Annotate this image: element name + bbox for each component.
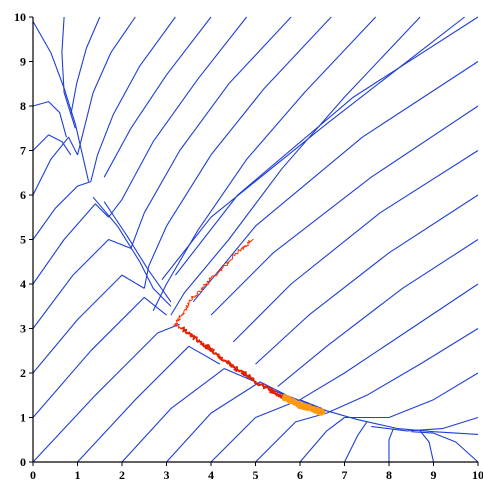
y-tick-label: 4 xyxy=(20,277,26,291)
stochastic-path-segment-19 xyxy=(245,374,257,385)
trajectory-line-9 xyxy=(32,136,78,196)
stochastic-path-segment-16 xyxy=(225,360,235,369)
stochastic-path-segment-11 xyxy=(190,334,201,343)
trajectory-line-43 xyxy=(103,201,172,303)
trajectory-line-44 xyxy=(268,388,479,435)
stochastic-path-segment-9 xyxy=(174,323,183,330)
trajectory-line-24 xyxy=(166,381,287,463)
x-tick-label: 1 xyxy=(75,468,81,482)
x-tick-label: 9 xyxy=(431,468,437,482)
stochastic-path-segment-12 xyxy=(199,340,210,348)
trajectory-line-5 xyxy=(90,16,176,182)
x-ticks: 0 1 2 3 4 5 6 7 8 9 10 xyxy=(30,462,483,482)
y-tick-label: 10 xyxy=(14,10,26,24)
y-tick-label: 7 xyxy=(20,144,26,158)
stochastic-path-segment-5 xyxy=(191,285,205,298)
trajectory-line-37 xyxy=(255,194,479,365)
trajectory-line-25 xyxy=(210,399,323,463)
trajectory-line-28 xyxy=(344,421,368,463)
trajectory-line-22 xyxy=(77,345,221,463)
trajectory-line-29 xyxy=(388,428,394,462)
stochastic-path-segment-6 xyxy=(185,296,194,309)
trajectory-line-38 xyxy=(232,150,479,343)
stochastic-path-segment-14 xyxy=(211,348,221,359)
stochastic-path-segment-3 xyxy=(214,261,230,277)
trajectory-line-26 xyxy=(255,412,327,463)
trajectory-line-42 xyxy=(161,16,465,280)
stochastic-path-segment-7 xyxy=(178,306,188,318)
trajectory-line-4 xyxy=(76,16,136,156)
stochastic-path-segment-20 xyxy=(254,381,267,389)
trajectory-line-16 xyxy=(32,181,91,240)
trajectory-lines xyxy=(32,16,479,463)
x-tick-label: 2 xyxy=(119,468,125,482)
stochastic-path-segment-1 xyxy=(241,239,254,250)
y-tick-label: 1 xyxy=(20,411,26,425)
stochastic-path-segment-10 xyxy=(181,326,193,337)
trajectory-line-21 xyxy=(32,323,181,463)
x-tick-label: 7 xyxy=(342,468,348,482)
trajectory-line-34 xyxy=(326,328,479,414)
trajectory-line-18 xyxy=(32,238,132,329)
trajectory-line-17 xyxy=(32,203,109,285)
trajectory-line-7 xyxy=(32,101,67,138)
stochastic-path xyxy=(173,239,326,416)
x-tick-label: 6 xyxy=(297,468,303,482)
stochastic-path-segment-8 xyxy=(173,316,181,326)
trajectory-line-30 xyxy=(419,430,435,463)
stochastic-path-segment-13 xyxy=(204,344,215,353)
y-ticks: 0 1 2 3 4 5 6 7 8 9 10 xyxy=(14,10,33,469)
trajectory-line-14 xyxy=(152,16,377,311)
trajectory-line-33 xyxy=(344,372,479,419)
x-tick-label: 5 xyxy=(253,468,259,482)
trajectory-line-27 xyxy=(299,417,345,463)
trajectory-line-31 xyxy=(411,431,479,463)
stochastic-path-segment-29 xyxy=(314,408,326,416)
x-tick-label: 0 xyxy=(30,468,36,482)
trajectory-line-39 xyxy=(210,105,479,316)
y-tick-label: 8 xyxy=(20,99,26,113)
trajectory-line-40 xyxy=(192,61,479,303)
stochastic-path-segment-21 xyxy=(262,385,274,394)
trajectory-line-35 xyxy=(299,283,479,401)
trajectory-line-41 xyxy=(174,16,479,276)
trajectory-line-32 xyxy=(371,416,479,432)
stochastic-path-segment-15 xyxy=(218,356,229,365)
x-tick-label: 8 xyxy=(386,468,392,482)
trajectory-line-23 xyxy=(121,368,256,463)
x-tick-label: 3 xyxy=(164,468,170,482)
trajectory-line-12 xyxy=(130,16,292,249)
trajectory-line-11 xyxy=(108,16,248,218)
trajectory-line-15 xyxy=(170,16,421,316)
stochastic-path-segment-2 xyxy=(228,247,243,264)
trajectory-line-6 xyxy=(103,16,212,178)
y-tick-label: 3 xyxy=(20,322,26,336)
x-tick-label: 10 xyxy=(472,468,483,482)
trajectory-line-36 xyxy=(277,239,479,387)
trajectory-line-3 xyxy=(70,16,101,116)
x-tick-label: 4 xyxy=(208,468,214,482)
trajectory-line-19 xyxy=(32,274,145,374)
trajectory-line-20 xyxy=(32,296,167,418)
y-tick-label: 9 xyxy=(20,55,26,69)
axes xyxy=(32,17,478,463)
trajectory-line-2 xyxy=(61,16,76,129)
stochastic-path-segment-4 xyxy=(202,274,216,286)
stochastic-path-segment-22 xyxy=(270,388,279,397)
y-tick-label: 0 xyxy=(20,455,26,469)
y-tick-label: 2 xyxy=(20,366,26,380)
y-tick-label: 6 xyxy=(20,188,26,202)
trajectory-line-8 xyxy=(32,134,72,156)
trajectory-line-1 xyxy=(32,21,90,182)
y-tick-label: 5 xyxy=(20,233,26,247)
